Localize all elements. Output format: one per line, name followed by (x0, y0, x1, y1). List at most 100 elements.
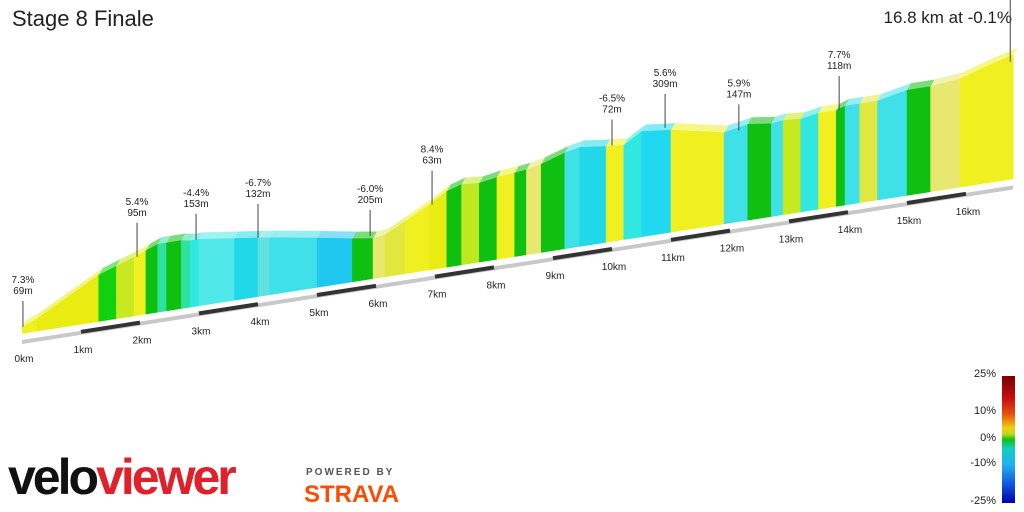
route-summary: 16.8 km at -0.1% (883, 8, 1012, 27)
climb-gradient-label: 7.7% (828, 50, 851, 61)
profile-segment (723, 123, 748, 225)
climb-length-label: 147m (726, 89, 751, 100)
profile-segment (670, 129, 725, 233)
profile-segment-top (116, 250, 139, 267)
profile-segment (747, 123, 772, 221)
profile-segment-top (181, 233, 195, 241)
profile-segment-top (496, 166, 519, 178)
profile-segment (446, 184, 462, 268)
km-band (552, 247, 613, 261)
climb-length-label: 118m (827, 61, 851, 72)
profile-segment-top (930, 71, 965, 87)
profile-segment (540, 152, 566, 253)
profile-segment (352, 238, 374, 283)
x-tick-label: 7km (428, 290, 447, 301)
km-band (434, 265, 495, 279)
scale-label-25: 25% (973, 368, 996, 380)
scale-label-10: 10% (973, 405, 996, 417)
profile-segment (641, 129, 672, 238)
profile-segment (844, 103, 861, 206)
profile-segment-top (771, 113, 788, 124)
x-tick-label: 6km (369, 299, 388, 310)
x-tick-label: 2km (133, 336, 152, 347)
profile-segment (859, 100, 878, 204)
profile-segment-top (199, 231, 239, 240)
profile-segment-top (384, 214, 410, 236)
profile-segment-top (258, 230, 274, 238)
page-title: Stage 8 Finale (12, 6, 154, 31)
x-tick-label: 0km (15, 354, 34, 365)
profile-segment-top (514, 162, 531, 174)
climb-gradient-label: 5.6% (654, 68, 677, 79)
climb-gradient-label: -6.5% (599, 94, 625, 105)
profile-segment-top (405, 198, 434, 222)
profile-segment-top (845, 96, 864, 107)
climb-length-label: 72m (602, 105, 621, 116)
profile-segment (198, 238, 235, 307)
profile-segment-top (22, 311, 41, 328)
scale-label-minus25: -25% (970, 495, 996, 507)
profile-segment (257, 237, 271, 297)
profile-segment (316, 237, 353, 288)
logo-velo-text: velo (8, 449, 99, 505)
x-tick-label: 11km (661, 253, 685, 264)
climb-gradient-label: -4.4% (183, 188, 209, 199)
km-band (316, 283, 377, 297)
profile-segment-top (526, 157, 546, 170)
profile-segment-top (190, 232, 203, 241)
climb-length-label: 95m (127, 208, 146, 219)
profile-segment (181, 240, 191, 309)
profile-segment-top (234, 230, 262, 239)
profile-segment-top (671, 123, 729, 133)
profile-segment-top (317, 231, 357, 239)
profile-segment (564, 147, 580, 250)
profile-segment (98, 265, 117, 322)
km-band (198, 302, 259, 316)
profile-segment-top (269, 230, 321, 238)
profile-segment-top (818, 103, 841, 114)
profile-segment (906, 86, 931, 196)
climb-length-label: 132m (245, 189, 270, 200)
climb-gradient-label: -6.7% (245, 178, 271, 189)
km-band (788, 210, 849, 224)
climb-gradient-label: 7.3% (12, 275, 35, 286)
profile-segment-top (859, 94, 882, 104)
profile-segment-top (134, 243, 150, 258)
profile-segment (234, 237, 259, 301)
veloviewer-logo[interactable]: veloviewer (8, 449, 237, 505)
climb-gradient-label: 8.4% (421, 145, 444, 156)
profile-segment-top (623, 124, 646, 146)
profile-segment-top (98, 259, 121, 276)
logo-viewer-text: viewer (96, 449, 237, 505)
profile-segment-top (461, 176, 484, 185)
profile-segment (623, 131, 642, 240)
scale-label-0: 0% (980, 432, 996, 444)
profile-segment (818, 110, 837, 210)
x-tick-label: 4km (251, 317, 270, 328)
km-band (906, 191, 967, 205)
km-band (80, 320, 141, 334)
profile-segment (189, 239, 200, 308)
profile-segment-top (36, 268, 103, 319)
profile-base (22, 185, 1014, 344)
x-tick-label: 15km (897, 216, 921, 227)
profile-segment-top (960, 57, 994, 79)
x-tick-label: 10km (602, 262, 626, 273)
x-tick-label: 3km (192, 326, 211, 337)
profile-segment (133, 250, 147, 317)
climb-length-label: 309m (653, 79, 678, 90)
profile-segment-top (373, 228, 389, 239)
strava-logo[interactable]: STRAVA (304, 481, 400, 508)
profile-segment-top (157, 235, 171, 245)
climb-length-label: 205m (358, 195, 383, 206)
profile-segment-top (907, 79, 935, 91)
profile-segment (930, 78, 961, 193)
profile-segment (145, 243, 158, 315)
gradient-color-scale (1002, 376, 1015, 503)
profile-segment-top (166, 233, 186, 243)
climb-gradient-label: 5.4% (126, 197, 149, 208)
profile-segment-top (877, 83, 911, 101)
profile-segment (526, 163, 542, 256)
profile-segment (605, 144, 625, 243)
